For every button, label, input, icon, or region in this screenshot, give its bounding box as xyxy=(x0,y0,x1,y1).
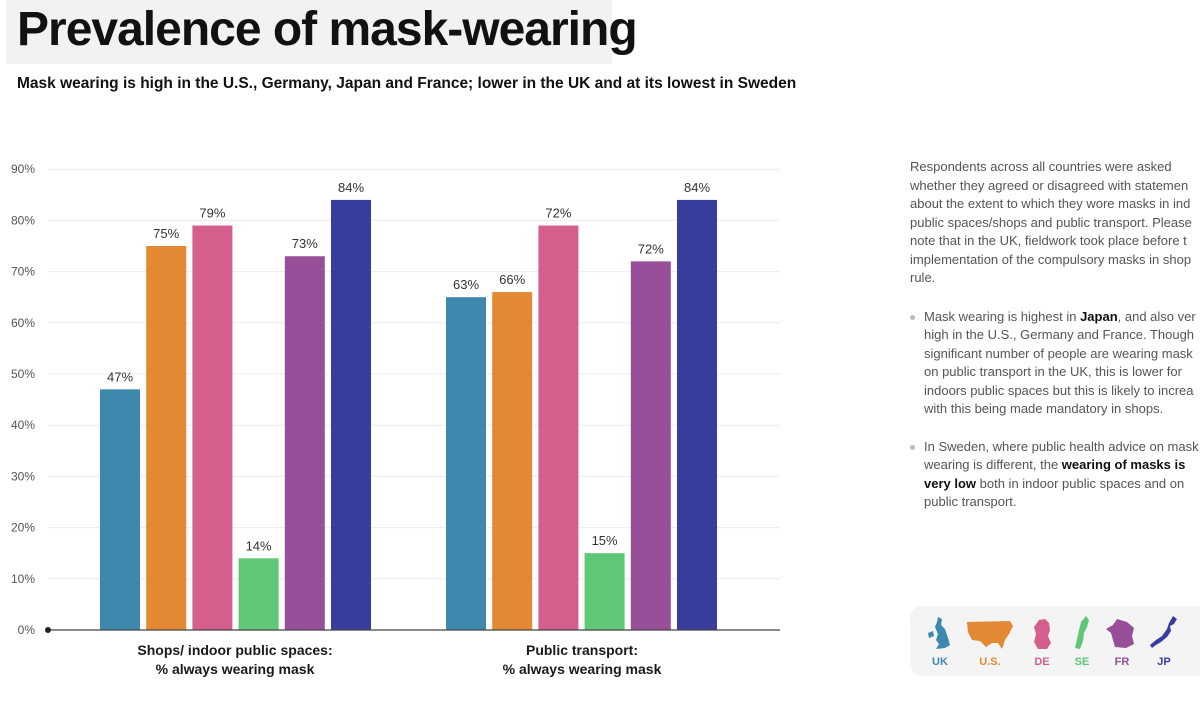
y-tick-label: 10% xyxy=(11,572,35,586)
legend-item-jp: JP xyxy=(1139,610,1189,672)
category-label: Public transport: xyxy=(526,642,638,658)
data-label: 84% xyxy=(684,180,710,195)
data-label: 75% xyxy=(153,226,179,241)
country-legend: UK U.S. DE SE FR JP xyxy=(910,606,1200,676)
legend-item-uk: UK xyxy=(915,610,965,672)
legend-item-se: SE xyxy=(1057,610,1107,672)
page-subtitle: Mask wearing is high in the U.S., German… xyxy=(17,75,797,92)
japan-map-icon xyxy=(1150,616,1177,648)
bar xyxy=(238,558,279,630)
bullet-japan: Mask wearing is highest in Japan, and al… xyxy=(910,308,1200,419)
bar xyxy=(192,225,233,630)
page-title: Prevalence of mask-wearing xyxy=(17,3,638,56)
category-label: Shops/ indoor public spaces: xyxy=(137,642,332,658)
bar xyxy=(630,261,671,630)
germany-map-icon xyxy=(1034,619,1051,649)
france-map-icon xyxy=(1106,619,1134,648)
bar xyxy=(677,199,717,631)
y-tick-label: 80% xyxy=(11,213,35,227)
legend-item-us: U.S. xyxy=(965,610,1015,672)
category-label: % always wearing mask xyxy=(156,661,315,677)
data-label: 73% xyxy=(292,236,318,251)
bar xyxy=(146,246,187,630)
bullet-sweden: In Sweden, where public health advice on… xyxy=(910,438,1200,512)
sweden-map-icon xyxy=(1075,616,1089,649)
y-tick-label: 70% xyxy=(11,265,35,279)
bar-chart: 0% 10% 20% 30% 40% 50% 60% 70% 80% 90% 47% 63% 75% 66… xyxy=(11,162,780,677)
bar xyxy=(584,553,625,630)
uk-map-icon xyxy=(928,617,950,649)
y-tick-label: 90% xyxy=(11,162,35,176)
data-label: 14% xyxy=(246,538,272,553)
data-label: 66% xyxy=(499,272,525,287)
bar xyxy=(331,199,371,631)
y-tick-label: 20% xyxy=(11,521,35,535)
bar xyxy=(100,389,140,630)
data-label: 63% xyxy=(453,277,479,292)
y-tick-label: 50% xyxy=(11,367,35,381)
data-label: 72% xyxy=(545,206,571,221)
legend-item-de: DE xyxy=(1017,610,1067,672)
category-label: % always wearing mask xyxy=(503,661,662,677)
data-label: 84% xyxy=(338,180,364,195)
data-label: 47% xyxy=(107,369,133,384)
data-label: 72% xyxy=(638,241,664,256)
side-notes: Respondents across all countries were as… xyxy=(910,158,1200,531)
axis-origin-dot xyxy=(45,627,51,633)
bar xyxy=(538,225,579,630)
bar xyxy=(446,297,486,630)
data-label: 15% xyxy=(592,533,618,548)
intro-paragraph: Respondents across all countries were as… xyxy=(910,159,1192,285)
data-label: 79% xyxy=(199,206,225,221)
bar xyxy=(284,256,325,630)
y-tick-label: 40% xyxy=(11,418,35,432)
bar xyxy=(492,292,533,630)
title-highlight xyxy=(6,0,612,64)
y-tick-label: 60% xyxy=(11,316,35,330)
us-map-icon xyxy=(967,621,1013,649)
legend-item-fr: FR xyxy=(1097,610,1147,672)
y-tick-label: 0% xyxy=(18,623,36,637)
y-tick-label: 30% xyxy=(11,469,35,483)
